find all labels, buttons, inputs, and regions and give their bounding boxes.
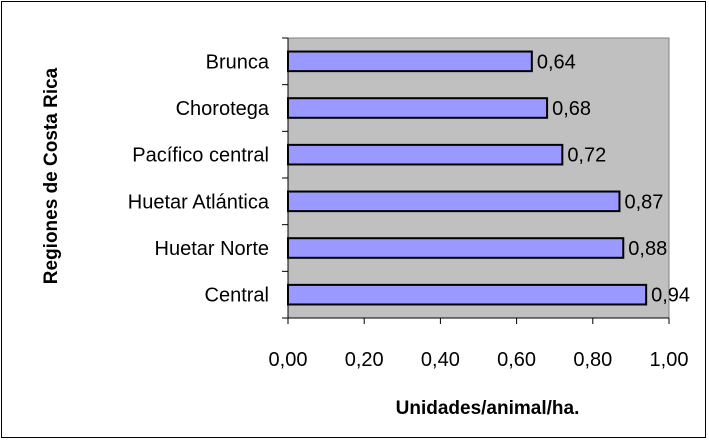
bars-group xyxy=(287,50,648,306)
bar-brunca xyxy=(287,50,533,73)
data-label: 0,87 xyxy=(624,191,663,213)
category-axis: Brunca Chorotega Pacífico central Huetar At… xyxy=(128,37,289,319)
data-label: 0,88 xyxy=(628,238,667,260)
category-label: Huetar Norte xyxy=(155,238,270,260)
value-tick-label: 0,40 xyxy=(421,349,460,371)
data-label: 0,68 xyxy=(552,98,591,120)
category-label: Central xyxy=(205,285,269,307)
value-tick-label: 0,80 xyxy=(573,349,612,371)
value-tick-label: 0,00 xyxy=(269,349,308,371)
data-label: 0,64 xyxy=(537,51,576,73)
value-tick-label: 0,20 xyxy=(345,349,384,371)
value-tick-label: 0,60 xyxy=(497,349,536,371)
category-label: Chorotega xyxy=(176,98,270,120)
data-label: 0,94 xyxy=(651,285,690,307)
y-axis-title: Regiones de Costa Rica xyxy=(41,67,62,284)
data-labels-group: 0,64 0,68 0,72 0,87 0,88 0,94 xyxy=(537,51,690,306)
value-axis: 0,00 0,20 0,40 0,60 0,80 1,00 xyxy=(269,317,689,371)
bar-huetar-norte xyxy=(287,237,625,259)
bar-pac-fico-central xyxy=(287,143,564,166)
bar-huetar-atl-ntica xyxy=(287,190,621,213)
bar-central xyxy=(287,283,648,306)
category-label: Brunca xyxy=(206,51,270,73)
plot-area xyxy=(287,37,670,319)
x-axis-title: Unidades/animal/ha. xyxy=(396,398,580,419)
category-label: Huetar Atlántica xyxy=(128,191,270,213)
category-label: Pacífico central xyxy=(132,145,269,167)
value-tick-label: 1,00 xyxy=(650,349,689,371)
bar-chorotega xyxy=(287,97,549,119)
data-label: 0,72 xyxy=(567,145,606,167)
